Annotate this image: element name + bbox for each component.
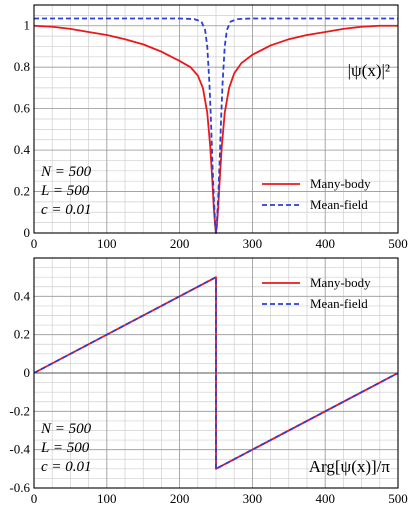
parameter-label: c = 0.01 <box>41 202 92 218</box>
parameter-label: N = 500 <box>40 164 92 180</box>
x-tick-label: 100 <box>97 491 117 506</box>
y-tick-label: 1 <box>24 18 31 33</box>
legend-label: Mean-field <box>310 296 368 311</box>
plot-frame <box>33 257 399 489</box>
y-tick-label: -0.2 <box>9 403 30 418</box>
y-tick-label: 0.2 <box>14 327 30 342</box>
y-tick-label: 0.4 <box>14 142 31 157</box>
x-tick-label: 400 <box>315 491 335 506</box>
legend: Many-body Mean-field <box>262 176 371 212</box>
series-line-mean-field <box>33 276 399 470</box>
x-tick-label: 200 <box>170 491 190 506</box>
x-tick-label: 0 <box>31 491 38 506</box>
legend-label: Many-body <box>310 275 371 290</box>
x-tick-label: 100 <box>97 236 117 251</box>
parameter-label: L = 500 <box>40 183 90 199</box>
y-tick-label: -0.6 <box>9 480 30 495</box>
x-tick-label: 500 <box>388 236 408 251</box>
legend-label: Many-body <box>310 176 371 191</box>
x-tick-label: 0 <box>31 236 38 251</box>
y-tick-label: 0 <box>24 225 31 240</box>
parameter-label: N = 500 <box>40 421 92 437</box>
y-axis-label: |ψ(x)|² <box>348 61 390 80</box>
x-tick-label: 400 <box>315 236 335 251</box>
x-tick-label: 200 <box>170 236 190 251</box>
legend: Many-body Mean-field <box>262 275 371 311</box>
y-tick-label: 0.8 <box>14 59 30 74</box>
panel-2: 0 100 200 300 400 500 -0.6 -0.4 -0.2 0 0.2 0.4 Arg[ψ… <box>9 257 408 506</box>
x-tick-label: 500 <box>388 491 408 506</box>
parameter-label: c = 0.01 <box>41 459 92 475</box>
x-tick-label: 300 <box>243 236 263 251</box>
y-tick-label: 0.4 <box>14 288 31 303</box>
y-tick-label: 0.2 <box>14 184 30 199</box>
legend-label: Mean-field <box>310 197 368 212</box>
y-tick-label: 0.6 <box>14 101 31 116</box>
y-tick-label: 0 <box>24 365 31 380</box>
panel-1: 0 100 200 300 400 500 0 0.2 0.4 0.6 0.8 1 |ψ(x)|² N =… <box>14 4 408 251</box>
y-axis-label: Arg[ψ(x)]/π <box>309 457 391 476</box>
y-tick-label: -0.4 <box>9 442 30 457</box>
parameter-label: L = 500 <box>40 440 90 456</box>
x-tick-label: 300 <box>243 491 263 506</box>
plot-frame <box>33 4 399 234</box>
